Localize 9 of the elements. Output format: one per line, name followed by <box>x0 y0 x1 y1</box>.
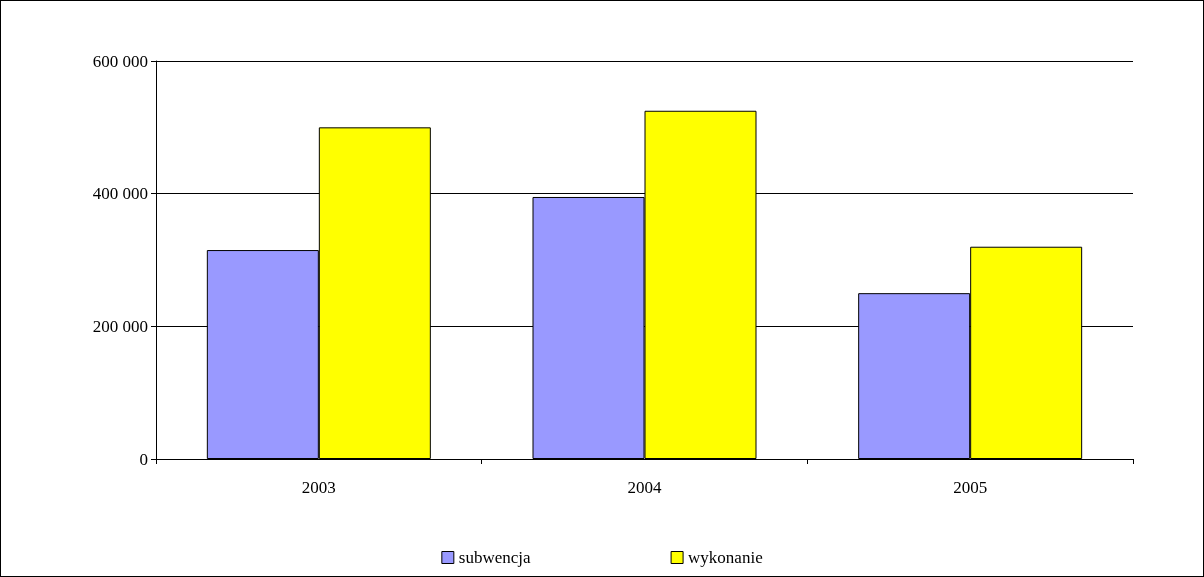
y-tick-label: 400 000 <box>92 184 148 204</box>
legend-label: wykonanie <box>688 548 763 567</box>
y-tick-label: 600 000 <box>92 51 148 71</box>
y-tick-label: 0 <box>139 449 148 469</box>
y-tick-label: 200 000 <box>92 316 148 336</box>
x-tick-label: 2003 <box>301 478 336 497</box>
x-tick-label: 2005 <box>953 478 988 497</box>
x-tick-label: 2004 <box>627 478 662 497</box>
legend-label: subwencja <box>458 548 532 567</box>
